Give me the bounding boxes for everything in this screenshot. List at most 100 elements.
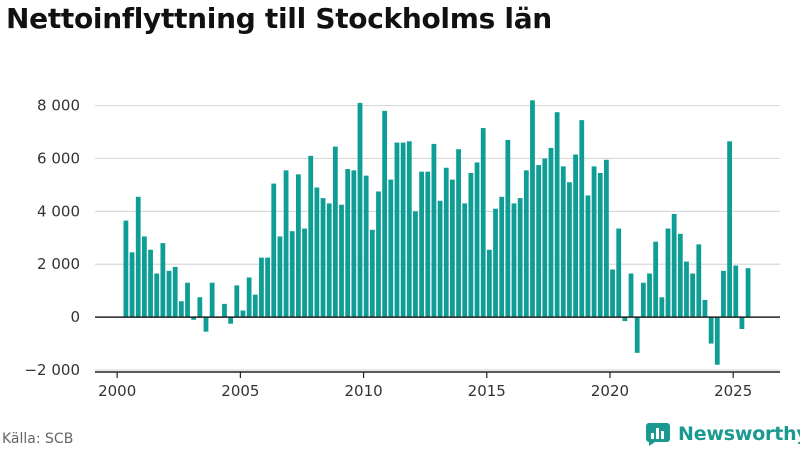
bar bbox=[523, 170, 529, 318]
x-tick-label: 2020 bbox=[591, 382, 629, 400]
bar bbox=[616, 228, 622, 318]
bar bbox=[530, 100, 535, 318]
bar bbox=[259, 257, 264, 318]
bar-series bbox=[123, 100, 751, 365]
bar bbox=[721, 270, 726, 318]
bar bbox=[431, 143, 437, 318]
bar bbox=[591, 166, 597, 318]
bar bbox=[363, 175, 369, 318]
bar bbox=[597, 173, 603, 318]
bar bbox=[283, 170, 289, 318]
bar bbox=[684, 261, 689, 318]
bar bbox=[505, 139, 511, 318]
bar bbox=[135, 196, 141, 318]
bar bbox=[357, 102, 363, 318]
bar bbox=[222, 303, 227, 318]
x-tick-label: 2010 bbox=[344, 382, 382, 400]
bar bbox=[468, 173, 474, 318]
bar bbox=[493, 208, 498, 318]
bar bbox=[191, 317, 197, 320]
bar bbox=[511, 203, 517, 318]
bar bbox=[388, 179, 394, 318]
y-tick-label: 8 000 bbox=[37, 97, 80, 115]
bar bbox=[240, 310, 246, 318]
y-tick-label: 4 000 bbox=[37, 202, 80, 220]
bar bbox=[560, 166, 566, 318]
bar bbox=[474, 162, 480, 318]
bar bbox=[123, 220, 129, 318]
bar bbox=[252, 294, 258, 318]
bar bbox=[308, 155, 314, 318]
bar bbox=[228, 317, 234, 324]
bar bbox=[265, 257, 270, 318]
bar bbox=[585, 195, 591, 318]
y-tick-label: 2 000 bbox=[37, 255, 80, 273]
bar bbox=[690, 273, 696, 318]
bar bbox=[437, 200, 443, 318]
bar bbox=[548, 147, 554, 318]
bar bbox=[480, 128, 486, 318]
bar bbox=[443, 167, 449, 318]
bar bbox=[640, 282, 646, 318]
y-tick-label: −2 000 bbox=[24, 361, 80, 379]
bar bbox=[351, 170, 357, 318]
bar bbox=[234, 285, 240, 318]
bar bbox=[659, 297, 665, 318]
bar bbox=[517, 198, 523, 318]
bar bbox=[604, 159, 609, 318]
bar bbox=[413, 211, 418, 318]
bar bbox=[696, 244, 702, 318]
x-axis: 2000 2005 2010 2015 2020 2025 bbox=[95, 371, 780, 400]
bar bbox=[425, 171, 431, 318]
bar bbox=[154, 273, 160, 318]
newsworthy-logo-icon bbox=[646, 423, 670, 446]
bar bbox=[702, 299, 708, 318]
bar bbox=[628, 273, 634, 318]
bar bbox=[733, 265, 739, 318]
bar bbox=[671, 213, 677, 318]
bar bbox=[450, 179, 455, 318]
bar bbox=[727, 141, 732, 318]
bar bbox=[166, 270, 172, 318]
bar bbox=[394, 142, 400, 318]
bar bbox=[185, 282, 190, 318]
bar bbox=[499, 196, 505, 318]
bar bbox=[708, 317, 714, 344]
bar bbox=[209, 282, 215, 318]
gridlines bbox=[95, 104, 780, 371]
bar bbox=[289, 231, 295, 318]
chart-title: Nettoinflyttning till Stockholms län bbox=[6, 2, 552, 35]
bar bbox=[542, 158, 548, 318]
bar bbox=[714, 317, 720, 365]
bar bbox=[567, 182, 572, 318]
bar bbox=[486, 249, 492, 318]
brand-logo[interactable]: Newsworthy bbox=[645, 421, 800, 447]
bar bbox=[197, 297, 203, 318]
bar bbox=[160, 243, 166, 318]
bar bbox=[400, 142, 406, 318]
bar bbox=[141, 236, 147, 318]
bar bbox=[554, 112, 560, 318]
bar bbox=[271, 183, 277, 318]
bar bbox=[339, 204, 344, 318]
y-tick-label: 0 bbox=[70, 308, 80, 326]
bar bbox=[419, 171, 424, 318]
bar bbox=[647, 273, 652, 318]
bar bbox=[634, 317, 640, 353]
bar bbox=[536, 165, 542, 318]
bar bbox=[739, 317, 745, 330]
bar bbox=[622, 317, 628, 322]
bar bbox=[653, 241, 659, 318]
bar bbox=[579, 120, 585, 318]
bar bbox=[246, 277, 252, 318]
bar bbox=[314, 187, 320, 318]
y-tick-label: 6 000 bbox=[37, 149, 80, 167]
bar bbox=[129, 252, 135, 318]
bar bbox=[369, 229, 375, 318]
bar bbox=[296, 174, 301, 318]
bar bbox=[148, 249, 153, 318]
x-tick-label: 2025 bbox=[714, 382, 752, 400]
bar bbox=[203, 317, 209, 332]
bar bbox=[573, 154, 578, 318]
